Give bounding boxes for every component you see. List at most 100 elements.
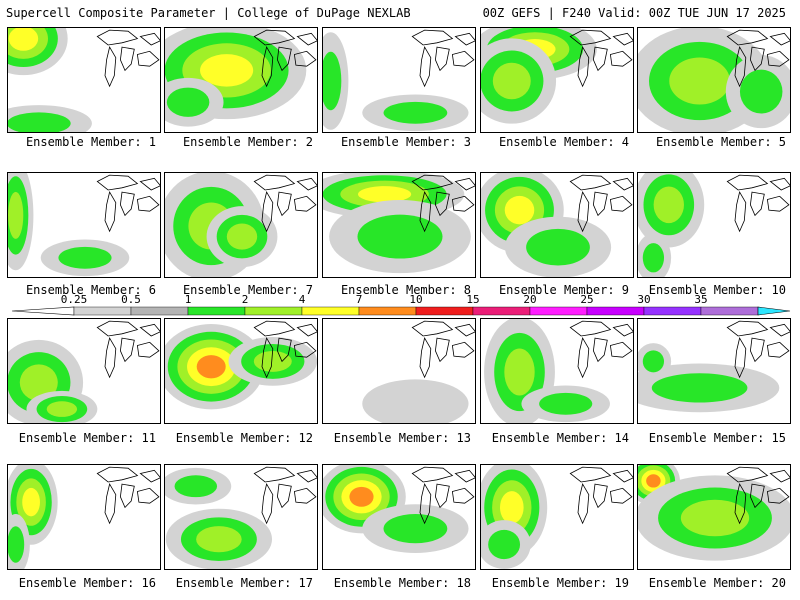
ensemble-member-map[interactable]: [7, 318, 161, 424]
great-lakes-outline: [104, 46, 117, 88]
great-lakes-outline: [769, 177, 790, 191]
member-label: Ensemble Member: 6: [25, 283, 156, 297]
scp-field: [323, 29, 475, 132]
great-lakes-outline: [276, 191, 292, 217]
ensemble-member-map[interactable]: [322, 464, 476, 570]
member-label: Ensemble Member: 9: [498, 283, 629, 297]
great-lakes-outline: [609, 487, 633, 504]
great-lakes-outline: [766, 487, 790, 504]
ensemble-member-map[interactable]: [164, 464, 318, 570]
scp-contour: [200, 54, 254, 87]
scp-contour: [226, 223, 258, 250]
member-label: Ensemble Member: 20: [648, 576, 786, 590]
great-lakes-outline: [749, 337, 765, 363]
great-lakes-outline: [411, 29, 454, 46]
great-lakes-outline: [612, 32, 633, 46]
scp-field: [638, 320, 790, 413]
ensemble-member-map[interactable]: [322, 172, 476, 278]
scp-field: [638, 28, 790, 132]
great-lakes-outline: [136, 50, 160, 67]
legend-tick-label: 7: [356, 293, 363, 306]
ensemble-member-map[interactable]: [637, 172, 791, 278]
ensemble-member-map[interactable]: [322, 27, 476, 133]
scp-field: [638, 465, 790, 561]
scp-field: [323, 173, 475, 274]
scp-contour: [46, 401, 78, 417]
color-legend: 0.25 0.5 1 2 4 7 10 15 20 25 30 35: [11, 293, 791, 316]
great-lakes-outline: [766, 341, 790, 358]
member-label: Ensemble Member: 4: [498, 135, 629, 149]
scp-contour: [642, 243, 665, 273]
member-label: Ensemble Member: 18: [333, 576, 471, 590]
ensemble-member-map[interactable]: [7, 27, 161, 133]
ensemble-member-map[interactable]: [480, 318, 634, 424]
great-lakes-outline: [96, 29, 139, 46]
ensemble-member-map[interactable]: [637, 464, 791, 570]
great-lakes-outline: [293, 487, 317, 504]
great-lakes-outline: [276, 483, 292, 509]
ensemble-member-map[interactable]: [164, 27, 318, 133]
member-label: Ensemble Member: 19: [491, 576, 629, 590]
great-lakes-outline: [136, 195, 160, 212]
great-lakes-outline: [612, 469, 633, 483]
great-lakes-outline: [434, 337, 450, 363]
great-lakes-outline: [454, 323, 475, 337]
ensemble-member-map[interactable]: [322, 318, 476, 424]
great-lakes-outline: [253, 29, 296, 46]
great-lakes-outline: [766, 50, 790, 67]
ensemble-member-map[interactable]: [7, 172, 161, 278]
great-lakes-outline: [139, 32, 160, 46]
ensemble-member-map[interactable]: [637, 318, 791, 424]
scp-contour: [323, 51, 342, 111]
scp-contour: [504, 348, 535, 396]
great-lakes-outline: [569, 466, 612, 483]
scp-contour: [196, 526, 242, 553]
ensemble-member-map[interactable]: [164, 172, 318, 278]
great-lakes-outline: [293, 341, 317, 358]
great-lakes-outline: [261, 483, 274, 525]
great-lakes-outline: [451, 50, 475, 67]
scp-field: [362, 320, 475, 423]
scp-contour: [166, 87, 210, 117]
great-lakes-outline: [451, 487, 475, 504]
ensemble-member-map[interactable]: [637, 27, 791, 133]
scp-contour: [383, 513, 448, 544]
ensemble-member-map[interactable]: [7, 464, 161, 570]
ensemble-member-map[interactable]: [480, 464, 634, 570]
great-lakes-outline: [104, 337, 117, 379]
scp-contour: [653, 186, 684, 224]
scp-contour: [362, 379, 469, 423]
great-lakes-outline: [569, 29, 612, 46]
scp-contour: [196, 355, 226, 379]
great-lakes-outline: [136, 341, 160, 358]
great-lakes-outline: [411, 466, 454, 483]
legend-swatch: [301, 306, 360, 316]
great-lakes-outline: [139, 469, 160, 483]
great-lakes-outline: [592, 46, 608, 72]
great-lakes-outline: [419, 191, 432, 233]
great-lakes-outline: [119, 46, 135, 72]
great-lakes-outline: [119, 191, 135, 217]
legend-swatch: [358, 306, 417, 316]
scp-field: [323, 465, 475, 553]
scp-field: [8, 28, 160, 132]
member-label: Ensemble Member: 3: [340, 135, 471, 149]
ensemble-member-map[interactable]: [480, 27, 634, 133]
scp-contour: [8, 526, 25, 563]
scp-contour: [739, 69, 783, 114]
great-lakes-outline: [96, 466, 139, 483]
great-lakes-outline: [434, 191, 450, 217]
great-lakes-outline: [612, 323, 633, 337]
great-lakes-outline: [261, 191, 274, 233]
great-lakes-outline: [296, 323, 317, 337]
legend-tick-label: 0.5: [121, 293, 141, 306]
legend-swatch: [244, 306, 303, 316]
scp-contour: [19, 364, 58, 401]
great-lakes-outline: [592, 191, 608, 217]
legend-arrow-left: [11, 306, 75, 316]
great-lakes-outline: [749, 483, 765, 509]
ensemble-member-map[interactable]: [164, 318, 318, 424]
ensemble-member-map[interactable]: [480, 172, 634, 278]
scp-contour: [499, 491, 524, 524]
scp-contour: [642, 350, 665, 373]
